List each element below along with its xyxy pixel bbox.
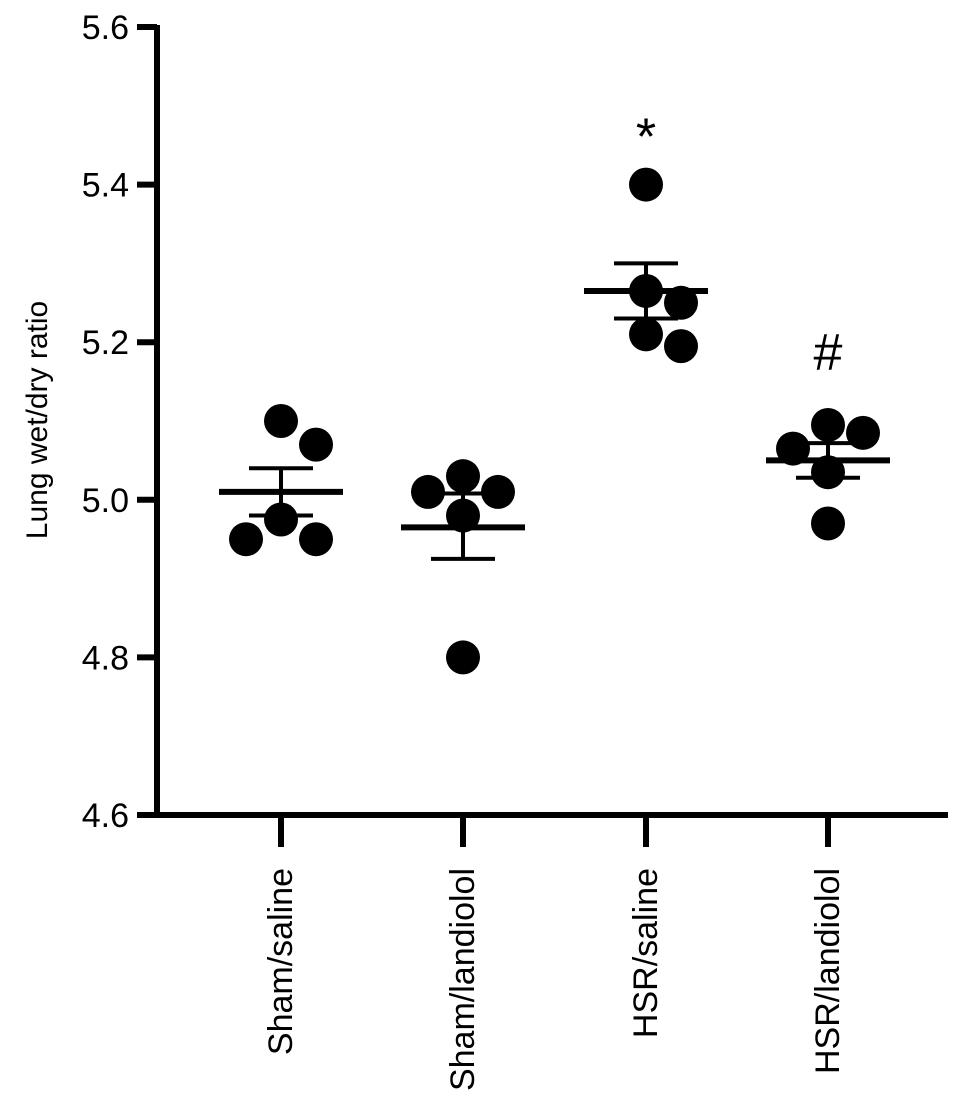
data-point bbox=[664, 329, 698, 364]
y-tick-label: 4.6 bbox=[82, 797, 129, 835]
data-point bbox=[664, 285, 698, 320]
significance-annotation: # bbox=[814, 324, 843, 382]
data-point bbox=[811, 407, 845, 442]
data-point bbox=[299, 427, 333, 462]
x-category-label: Sham/landiolol bbox=[444, 868, 482, 1091]
data-point bbox=[629, 317, 663, 352]
data-point bbox=[411, 474, 445, 509]
y-tick-label: 5.4 bbox=[82, 167, 129, 205]
y-axis-title: Lung wet/dry ratio bbox=[21, 301, 54, 539]
x-category-label: HSR/landiolol bbox=[809, 868, 847, 1074]
data-point bbox=[629, 167, 663, 202]
y-tick-label: 5.6 bbox=[82, 9, 129, 47]
data-point bbox=[264, 404, 298, 438]
data-point bbox=[446, 459, 480, 494]
labels: Lung wet/dry ratio 4.6 4.8 5.0 5.2 5.4 5.6 Sha… bbox=[21, 9, 847, 1091]
data-marks bbox=[219, 167, 890, 675]
data-point bbox=[776, 431, 810, 466]
data-point bbox=[481, 474, 515, 509]
significance-annotation: * bbox=[636, 109, 656, 167]
y-tick-label: 5.2 bbox=[82, 324, 129, 362]
x-category-label: HSR/saline bbox=[627, 868, 665, 1038]
data-point bbox=[299, 522, 333, 557]
y-tick-label: 4.8 bbox=[82, 639, 129, 677]
y-tick-label: 5.0 bbox=[82, 482, 129, 520]
x-category-label: Sham/saline bbox=[262, 868, 300, 1055]
data-point bbox=[264, 502, 298, 537]
data-point bbox=[446, 640, 480, 675]
data-point bbox=[811, 506, 845, 541]
data-point bbox=[229, 522, 263, 557]
axes bbox=[137, 24, 948, 847]
